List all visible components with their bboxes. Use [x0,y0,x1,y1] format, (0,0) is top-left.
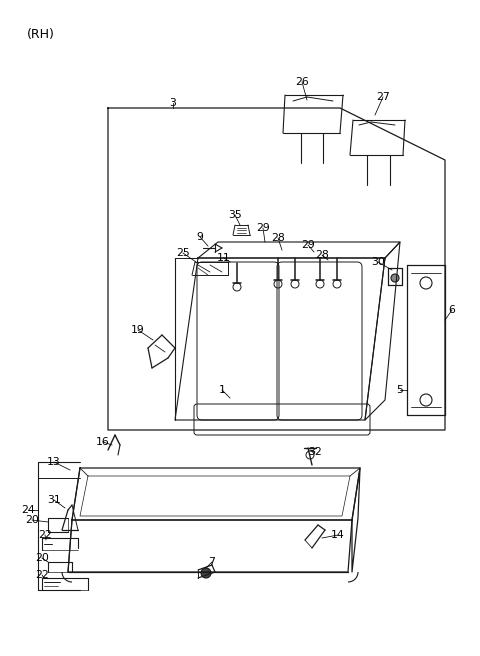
Text: 31: 31 [47,495,61,505]
Text: 25: 25 [176,248,190,258]
Text: 14: 14 [331,530,345,540]
Text: 30: 30 [371,257,385,267]
Text: 22: 22 [38,530,52,540]
Text: 24: 24 [21,505,35,515]
Text: 22: 22 [35,570,49,580]
Circle shape [201,568,211,578]
Text: 29: 29 [256,223,270,233]
Text: 32: 32 [308,447,322,457]
Text: 16: 16 [96,437,110,447]
Text: (RH): (RH) [27,28,55,41]
Text: 19: 19 [131,325,145,335]
Text: 6: 6 [449,305,456,315]
Text: 28: 28 [315,250,329,260]
Text: 3: 3 [169,98,177,108]
Text: 29: 29 [301,240,315,250]
Circle shape [391,274,399,282]
Text: 1: 1 [218,385,226,395]
Text: 7: 7 [209,557,216,567]
Text: 11: 11 [217,253,231,263]
Text: 27: 27 [376,92,390,102]
Text: 20: 20 [35,553,49,563]
Text: 13: 13 [47,457,61,467]
Text: 35: 35 [228,210,242,220]
Text: 5: 5 [396,385,403,395]
Text: 28: 28 [271,233,285,243]
Text: 9: 9 [197,232,204,242]
Text: 26: 26 [295,77,309,87]
Text: 20: 20 [25,515,39,525]
